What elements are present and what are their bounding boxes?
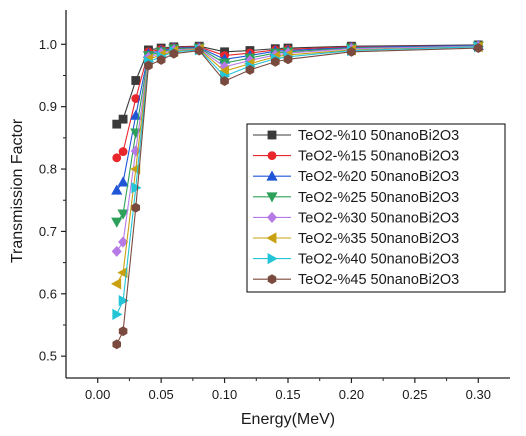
hexagon-marker [170, 49, 178, 58]
circle-marker [119, 147, 127, 155]
hexagon-marker [113, 340, 121, 349]
hexagon-marker [221, 77, 229, 86]
legend-label: TeO2-%20 50nanoBi2O3 [298, 169, 459, 185]
x-tick-label: 0.05 [148, 387, 173, 402]
diamond-marker [112, 246, 121, 256]
hexagon-marker [132, 203, 140, 212]
y-tick-label: 0.5 [39, 349, 57, 364]
square-marker [132, 76, 140, 84]
y-tick-label: 0.9 [39, 99, 57, 114]
hexagon-marker [268, 275, 276, 284]
x-tick-label: 0.15 [275, 387, 300, 402]
legend-label: TeO2-%30 50nanoBi2O3 [298, 210, 459, 226]
y-axis-title: Transmission Factor [9, 118, 26, 263]
x-axis-title: Energy(MeV) [241, 411, 335, 428]
triangle-right-marker [113, 309, 122, 319]
circle-marker [113, 154, 121, 162]
hexagon-marker [284, 55, 292, 64]
square-marker [268, 131, 276, 139]
x-tick-label: 0.25 [402, 387, 427, 402]
legend-group: TeO2-%10 50nanoBi2O3 TeO2-%15 50nanoBi2O3… [247, 124, 505, 292]
y-tick-label: 1.0 [39, 37, 57, 52]
hexagon-marker [246, 65, 254, 74]
hexagon-marker [474, 43, 482, 52]
triangle-down-marker [112, 218, 122, 227]
legend-label: TeO2-%25 50nanoBi2O3 [298, 190, 459, 206]
legend-label: TeO2-%10 50nanoBi2O3 [298, 128, 459, 144]
x-tick-label: 0.10 [212, 387, 237, 402]
circle-marker [268, 152, 276, 160]
legend-label: TeO2-%45 50nanoBi2O3 [298, 272, 459, 288]
hexagon-marker [195, 46, 203, 55]
triangle-up-marker [118, 177, 128, 186]
y-tick-label: 0.8 [39, 162, 57, 177]
hexagon-marker [119, 327, 127, 336]
legend-label: TeO2-%40 50nanoBi2O3 [298, 252, 459, 268]
hexagon-marker [157, 55, 165, 64]
triangle-left-marker [112, 279, 121, 289]
hexagon-marker [144, 61, 152, 70]
legend-label: TeO2-%15 50nanoBi2O3 [298, 149, 459, 165]
y-tick-label: 0.6 [39, 286, 57, 301]
legend-label: TeO2-%35 50nanoBi2O3 [298, 231, 459, 247]
y-tick-label: 0.7 [39, 224, 57, 239]
x-tick-label: 0.30 [466, 387, 491, 402]
square-marker [119, 115, 127, 123]
hexagon-marker [347, 47, 355, 56]
hexagon-marker [271, 57, 279, 66]
x-tick-label: 0.20 [339, 387, 364, 402]
x-tick-label: 0.00 [85, 387, 110, 402]
